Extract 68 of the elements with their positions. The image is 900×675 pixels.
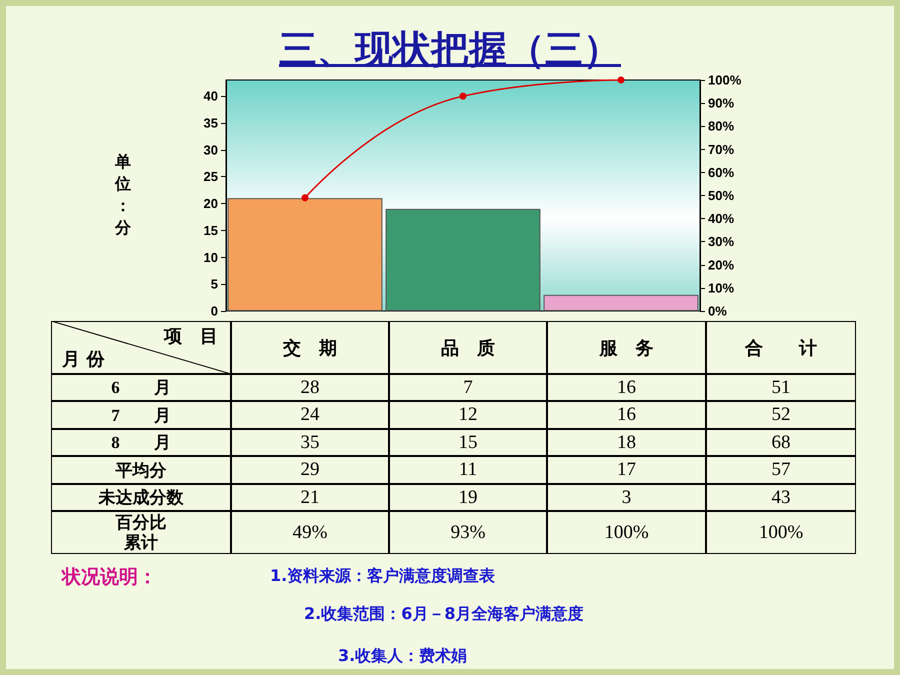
text: 8 月 (51, 429, 231, 456)
text: 月 份 (62, 348, 104, 371)
text: 项 目 (164, 325, 218, 348)
point (460, 92, 466, 100)
text: 29 (231, 456, 389, 484)
x-tick-label: 交 期 (231, 321, 389, 374)
data-label: 21 (231, 484, 389, 511)
text: 1.资料来源：客户满意度调查表 (270, 566, 496, 587)
text: 24 (231, 401, 389, 429)
data-label: 19 (389, 484, 547, 511)
text: 28 (231, 374, 389, 401)
y-tick-label: 0 (210, 304, 218, 318)
bar (228, 198, 382, 311)
text: 未达成分数 (51, 484, 231, 511)
y2-tick-label: 70% (708, 142, 734, 157)
y-tick-label: 5 (210, 276, 218, 292)
y2-tick-label: 30% (708, 234, 734, 250)
y2-tick-label: 100% (708, 72, 742, 88)
y2-tick-label: 50% (708, 188, 734, 203)
data-label: 93% (389, 511, 547, 554)
text: 35 (231, 429, 389, 456)
text: 15 (389, 429, 547, 456)
data-label: 49% (231, 511, 389, 554)
y-tick-label: 15 (204, 222, 218, 238)
text: 3.收集人：费术娟 (338, 646, 468, 667)
text: 2.收集范围：6月－8月全海客户满意度 (304, 604, 584, 625)
text: 7 (389, 374, 547, 401)
bar (386, 208, 540, 311)
text: 12 (389, 401, 547, 429)
point (302, 194, 308, 202)
y2-tick-label: 10% (708, 280, 734, 296)
text: 状况说明： (62, 565, 157, 590)
y2-tick-label: 0% (708, 304, 728, 318)
text: 100% (706, 511, 856, 554)
y-tick-label: 35 (204, 115, 218, 130)
text: 68 (706, 429, 856, 456)
text: 57 (706, 456, 856, 484)
text: 52 (706, 401, 856, 429)
y2-tick-label: 20% (708, 257, 734, 272)
text: 合 计 (706, 321, 856, 374)
y2-tick-label: 40% (708, 211, 734, 226)
y-tick-label: 10 (204, 250, 218, 265)
y-tick-label: 30 (204, 142, 218, 158)
data-label: 3 (547, 484, 706, 511)
text: 百分比累计 (51, 511, 231, 554)
y2-tick-label: 90% (708, 96, 734, 111)
x-tick-label: 品 质 (389, 321, 547, 374)
text: 16 (547, 401, 706, 429)
y-axis-title: 单位：分 (114, 153, 132, 237)
text: 7 月 (51, 401, 231, 429)
text: 17 (547, 456, 706, 484)
x-tick-label: 服 务 (547, 321, 706, 374)
y-tick-label: 40 (204, 88, 218, 104)
text: 16 (547, 374, 706, 401)
text: 6 月 (51, 374, 231, 401)
y2-tick-label: 80% (708, 118, 734, 134)
chart-title: 三、现状把握（三） (279, 27, 621, 71)
y-tick-label: 25 (204, 169, 218, 184)
data-label: 100% (547, 511, 706, 554)
point (618, 76, 624, 84)
text: 51 (706, 374, 856, 401)
text: 平均分 (51, 456, 231, 484)
y2-tick-label: 60% (708, 164, 734, 180)
text: 18 (547, 429, 706, 456)
text: 43 (706, 484, 856, 511)
y-tick-label: 20 (204, 196, 218, 212)
text: 11 (389, 456, 547, 484)
bar (544, 294, 698, 311)
